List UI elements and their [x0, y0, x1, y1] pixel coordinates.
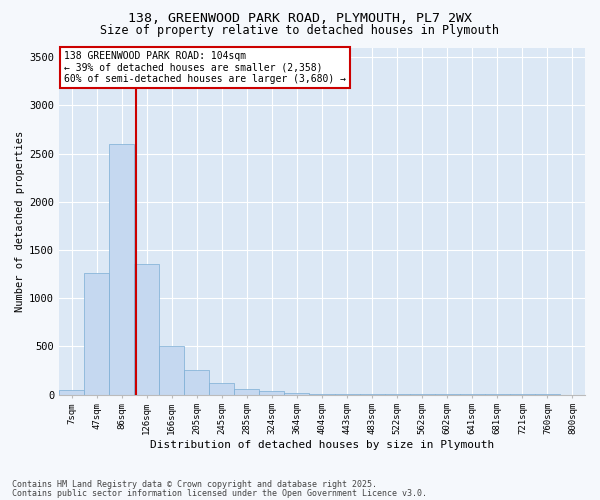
Y-axis label: Number of detached properties: Number of detached properties [15, 130, 25, 312]
Bar [84, 273, 109, 394]
Bar [209, 384, 235, 394]
Bar [284, 392, 310, 394]
Bar [259, 391, 284, 394]
Bar [159, 346, 184, 395]
Text: 138 GREENWOOD PARK ROAD: 104sqm
← 39% of detached houses are smaller (2,358)
60%: 138 GREENWOOD PARK ROAD: 104sqm ← 39% of… [64, 51, 346, 84]
Text: Contains public sector information licensed under the Open Government Licence v3: Contains public sector information licen… [12, 488, 427, 498]
Bar [184, 370, 209, 394]
Bar [109, 144, 134, 395]
Text: Contains HM Land Registry data © Crown copyright and database right 2025.: Contains HM Land Registry data © Crown c… [12, 480, 377, 489]
Bar [134, 264, 159, 394]
Text: Size of property relative to detached houses in Plymouth: Size of property relative to detached ho… [101, 24, 499, 37]
Text: 138, GREENWOOD PARK ROAD, PLYMOUTH, PL7 2WX: 138, GREENWOOD PARK ROAD, PLYMOUTH, PL7 … [128, 12, 472, 26]
X-axis label: Distribution of detached houses by size in Plymouth: Distribution of detached houses by size … [150, 440, 494, 450]
Bar [235, 390, 259, 394]
Bar [59, 390, 84, 394]
